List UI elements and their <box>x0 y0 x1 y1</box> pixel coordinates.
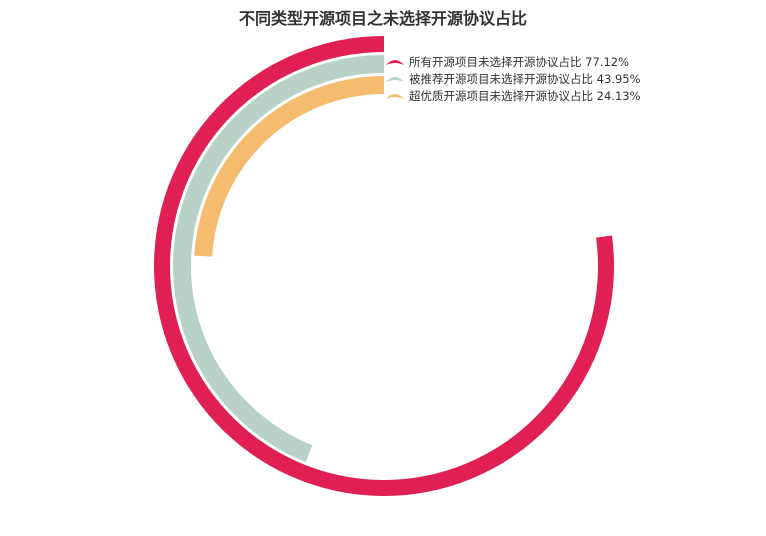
legend-fan-icon <box>386 94 404 99</box>
legend-item-1[interactable]: 所有开源项目未选择开源协议占比 77.12% <box>386 55 629 69</box>
legend-label: 被推荐开源项目未选择开源协议占比 43.95% <box>409 72 641 86</box>
legend: 所有开源项目未选择开源协议占比 77.12% 被推荐开源项目未选择开源协议占比 4… <box>386 55 641 103</box>
rings-group <box>153 36 614 496</box>
ring-arc-1[interactable] <box>153 36 614 496</box>
ring-arc-3[interactable] <box>194 76 384 257</box>
legend-item-2[interactable]: 被推荐开源项目未选择开源协议占比 43.95% <box>386 72 641 86</box>
legend-item-3[interactable]: 超优质开源项目未选择开源协议占比 24.13% <box>386 89 641 103</box>
legend-label: 所有开源项目未选择开源协议占比 77.12% <box>409 55 629 69</box>
legend-fan-icon <box>386 60 404 65</box>
chart-title: 不同类型开源项目之未选择开源协议占比 <box>239 9 527 28</box>
legend-fan-icon <box>386 77 404 82</box>
legend-label: 超优质开源项目未选择开源协议占比 24.13% <box>409 89 641 103</box>
